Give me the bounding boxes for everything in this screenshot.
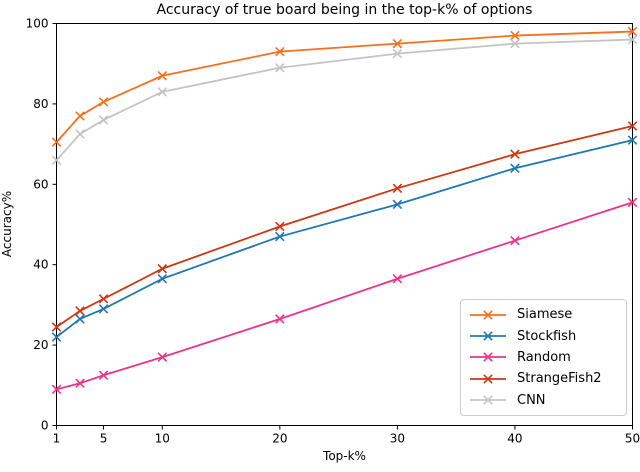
data-marker <box>392 274 403 284</box>
data-marker <box>75 111 85 121</box>
x-tick-label: 30 <box>390 432 405 446</box>
data-marker <box>75 129 85 139</box>
data-marker <box>627 34 638 45</box>
data-marker <box>275 46 285 57</box>
x-tick-label: 1 <box>53 432 61 446</box>
data-marker <box>627 197 638 208</box>
legend-item-random: Random <box>469 350 618 364</box>
data-marker <box>510 149 520 159</box>
data-marker <box>51 322 62 332</box>
series-line-siamese <box>55 30 633 143</box>
data-marker <box>275 62 285 73</box>
x-tick-label: 50 <box>625 432 640 446</box>
y-tick-label: 40 <box>33 258 48 272</box>
data-marker <box>392 183 403 194</box>
data-marker <box>157 70 168 81</box>
data-marker <box>275 221 285 232</box>
data-marker <box>627 135 638 145</box>
data-marker <box>510 38 520 49</box>
legend-item-stockfish: Stockfish <box>469 329 618 343</box>
series-line-strangefish2 <box>55 125 633 328</box>
data-marker <box>98 115 109 125</box>
data-marker <box>157 352 168 362</box>
x-tick-label: 20 <box>272 432 287 446</box>
x-tick-label: 10 <box>155 432 170 446</box>
y-tick-label: 80 <box>33 97 48 111</box>
data-marker <box>75 314 85 324</box>
data-marker <box>392 48 403 59</box>
legend-label: Stockfish <box>517 328 577 344</box>
y-tick-label: 0 <box>41 419 49 433</box>
data-marker <box>510 163 520 173</box>
data-marker <box>51 155 62 165</box>
y-tick-label: 20 <box>33 338 48 352</box>
data-marker <box>275 231 285 242</box>
data-marker <box>510 30 520 41</box>
data-marker <box>627 26 638 37</box>
data-marker <box>98 370 109 381</box>
legend-marker-icon <box>470 309 506 320</box>
data-marker <box>98 304 109 314</box>
data-marker <box>51 332 62 342</box>
legend-marker-icon <box>470 352 506 363</box>
series-line-random <box>56 201 633 391</box>
legend-label: Siamese <box>517 307 573 323</box>
data-marker <box>157 263 168 274</box>
legend: Siamese Stockfish Random StrangeFish2 CNN <box>460 299 627 416</box>
series-line-stockfish <box>55 139 633 338</box>
axes-box <box>56 23 633 426</box>
y-tick-label: 100 <box>26 17 49 31</box>
legend-label: StrangeFish2 <box>517 371 602 387</box>
x-axis-label: Top-k% <box>323 449 366 463</box>
data-marker <box>392 38 403 49</box>
series-line-cnn <box>55 38 633 161</box>
legend-item-cnn: CNN <box>469 393 618 407</box>
legend-marker-icon <box>470 331 506 341</box>
data-marker <box>51 137 62 147</box>
data-marker <box>392 199 403 210</box>
data-marker <box>275 314 285 324</box>
legend-item-strangefish2: StrangeFish2 <box>469 372 618 386</box>
data-marker <box>75 378 85 389</box>
legend-marker-icon <box>470 374 506 384</box>
x-tick-label: 40 <box>507 432 522 446</box>
data-marker <box>51 384 62 395</box>
data-marker <box>98 97 109 107</box>
legend-marker-icon <box>470 395 506 406</box>
data-marker <box>510 235 520 246</box>
y-tick-label: 60 <box>33 177 48 191</box>
legend-label: Random <box>517 349 571 365</box>
data-marker <box>75 306 85 316</box>
x-tick-label: 5 <box>100 432 108 446</box>
legend-label: CNN <box>517 392 546 408</box>
data-marker <box>157 87 168 97</box>
data-marker <box>157 274 168 284</box>
chart-title: Accuracy of true board being in the top-… <box>156 2 533 18</box>
legend-item-siamese: Siamese <box>469 308 618 322</box>
data-marker <box>98 294 109 304</box>
data-marker <box>627 121 638 131</box>
